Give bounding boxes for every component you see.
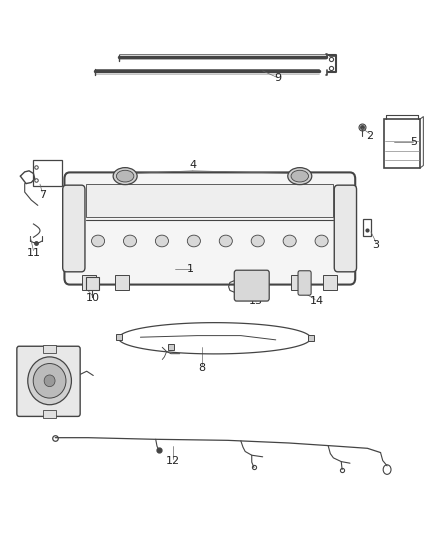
Bar [86, 277, 99, 290]
Text: 8: 8 [198, 362, 205, 373]
Ellipse shape [92, 235, 105, 247]
Ellipse shape [33, 364, 66, 398]
Bar [43, 409, 56, 418]
Ellipse shape [155, 235, 169, 247]
Text: 7: 7 [39, 190, 46, 200]
Bar [323, 275, 337, 290]
Text: 3: 3 [373, 240, 380, 250]
FancyBboxPatch shape [334, 185, 357, 272]
Ellipse shape [187, 235, 201, 247]
Bar [86, 184, 333, 217]
Bar [82, 275, 96, 290]
FancyBboxPatch shape [234, 270, 269, 301]
Text: 11: 11 [26, 248, 40, 258]
Ellipse shape [219, 235, 232, 247]
Text: 5: 5 [410, 136, 417, 147]
Bar [290, 275, 304, 290]
Bar [384, 119, 420, 168]
Bar [363, 219, 371, 236]
Text: 10: 10 [85, 293, 99, 303]
Text: 13: 13 [249, 296, 263, 306]
Ellipse shape [113, 167, 137, 184]
Ellipse shape [44, 375, 55, 386]
Text: 6: 6 [41, 376, 48, 386]
Text: 4: 4 [189, 160, 196, 171]
Bar [33, 160, 62, 185]
FancyBboxPatch shape [298, 271, 311, 295]
Text: 12: 12 [166, 456, 180, 465]
Ellipse shape [251, 235, 264, 247]
Text: 9: 9 [274, 73, 282, 83]
Ellipse shape [288, 167, 312, 184]
Text: 14: 14 [310, 296, 324, 306]
Text: 1: 1 [187, 264, 194, 274]
Bar [43, 345, 56, 353]
Ellipse shape [315, 235, 328, 247]
Text: 2: 2 [366, 131, 373, 141]
Ellipse shape [117, 170, 134, 182]
Bar [115, 275, 129, 290]
Ellipse shape [124, 235, 137, 247]
FancyBboxPatch shape [63, 185, 85, 272]
FancyBboxPatch shape [17, 346, 80, 416]
FancyBboxPatch shape [64, 172, 355, 285]
Ellipse shape [28, 357, 71, 405]
Ellipse shape [291, 170, 308, 182]
Ellipse shape [283, 235, 296, 247]
